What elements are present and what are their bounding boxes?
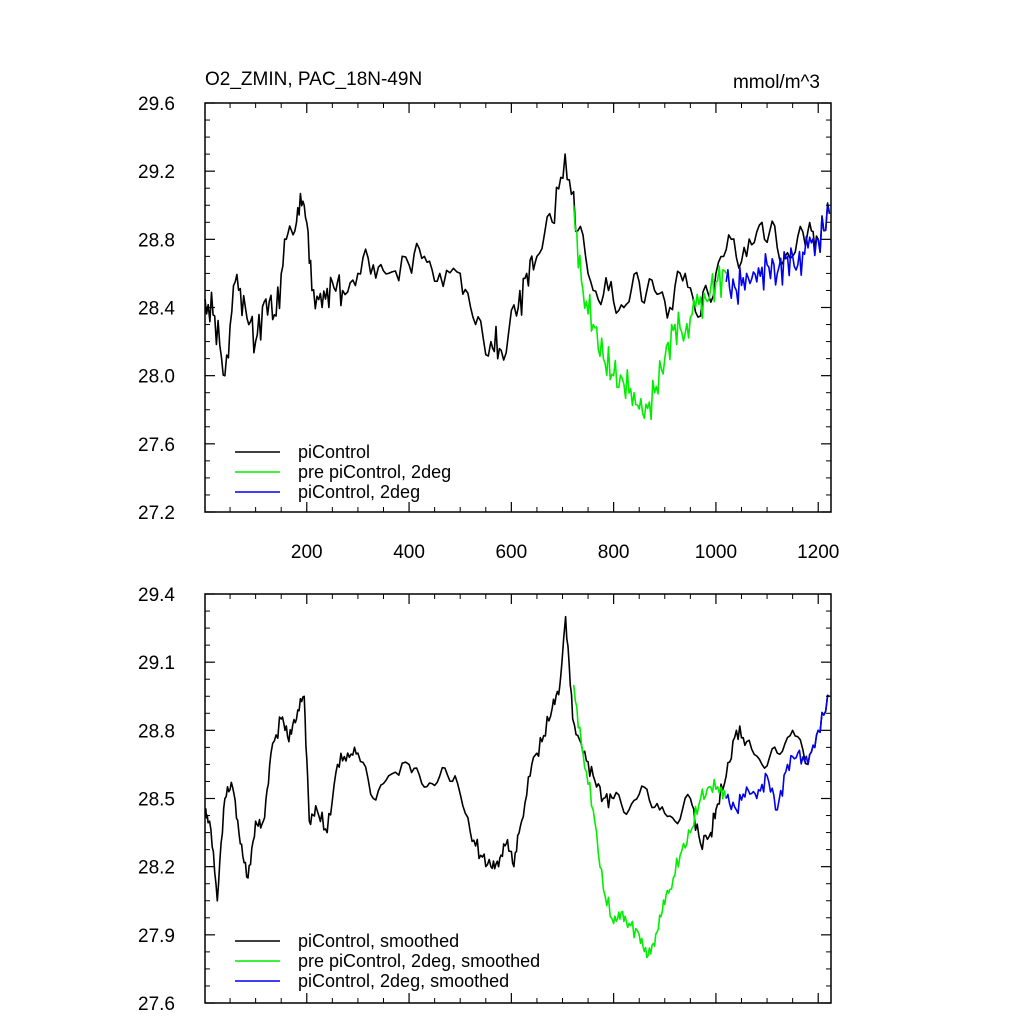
legend-label-0: piControl (298, 442, 370, 462)
y-tick-label: 27.9 (138, 926, 175, 947)
series-line-0 (204, 153, 831, 377)
y-tick-label: 29.2 (138, 162, 175, 183)
legend-label-2: piControl, 2deg, smoothed (298, 971, 509, 991)
y-tick-label: 27.6 (138, 435, 175, 456)
legend-label-0: piControl, smoothed (298, 931, 459, 951)
legend-label-1: pre piControl, 2deg, smoothed (298, 951, 540, 971)
x-tick-label: 200 (291, 542, 323, 563)
y-tick-label: 29.6 (138, 94, 175, 115)
units-label: mmol/m^3 (733, 72, 820, 93)
y-tick-label: 28.5 (138, 790, 175, 811)
legend-label-2: piControl, 2deg (298, 482, 420, 502)
x-tick-label: 400 (393, 542, 425, 563)
bottom-panel: 27.6 27.9 28.2 28.5 28.8 29.1 29.4 piControl, … (138, 585, 832, 1015)
series-line-1 (572, 684, 727, 959)
y-tick-label: 28.2 (138, 858, 175, 879)
series-line-0 (204, 615, 830, 902)
bottom-plot-frame (204, 593, 832, 1004)
bottom-series-group (204, 615, 830, 959)
series-line-2 (725, 203, 831, 305)
series-line-1 (572, 205, 727, 421)
chart-title: O2_ZMIN, PAC_18N-49N (205, 69, 422, 90)
bottom-axes: 27.6 27.9 28.2 28.5 28.8 29.1 29.4 (138, 585, 831, 1015)
x-tick-label: 1200 (797, 542, 839, 563)
y-tick-label: 29.1 (138, 653, 175, 674)
x-tick-label: 1000 (695, 542, 737, 563)
y-tick-label: 27.2 (138, 503, 175, 524)
y-tick-label: 28.4 (138, 299, 175, 320)
legend-label-1: pre piControl, 2deg (298, 462, 451, 482)
y-tick-label: 28.8 (138, 721, 175, 742)
top-plot-frame (204, 102, 832, 513)
top-series-group (204, 153, 831, 421)
y-tick-label: 29.4 (138, 585, 175, 606)
x-tick-label: 800 (598, 542, 630, 563)
x-tick-label: 600 (495, 542, 527, 563)
series-line-2 (725, 694, 830, 815)
top-axes: 27.2 27.6 28.0 28.4 28.8 29.2 29.6 200 400 600 800… (138, 94, 839, 563)
y-tick-label: 28.0 (138, 367, 175, 388)
top-panel: O2_ZMIN, PAC_18N-49N mmol/m^3 27.2 27.6 28… (138, 69, 839, 563)
y-tick-label: 28.8 (138, 230, 175, 251)
y-tick-label: 27.6 (138, 994, 175, 1015)
